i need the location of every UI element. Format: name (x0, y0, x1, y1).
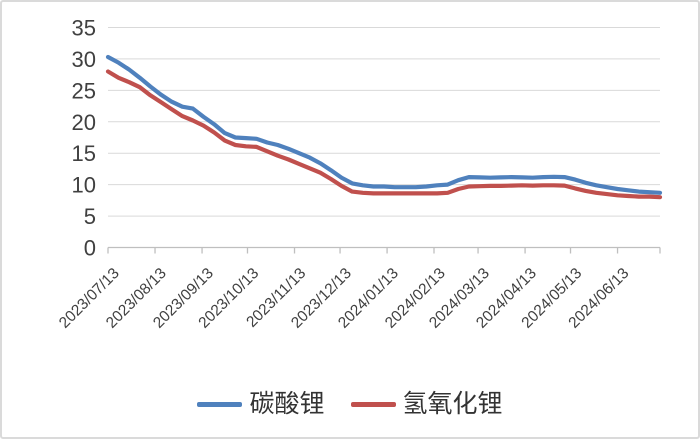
y-tick-label: 35 (72, 16, 96, 41)
legend-label-lithium-carbonate: 碳酸锂 (249, 391, 325, 418)
series-line-lithium-hydroxide (105, 69, 663, 200)
chart-legend: 碳酸锂 氢氧化锂 (2, 392, 698, 417)
legend-line-swatch-blue (197, 402, 243, 407)
y-tick-label: 10 (72, 173, 96, 198)
y-tick-label: 25 (72, 78, 96, 103)
legend-item-lithium-carbonate[interactable]: 碳酸锂 (197, 391, 325, 418)
y-tick-label: 5 (84, 204, 96, 229)
series-line-lithium-carbonate (105, 54, 663, 195)
legend-line-swatch-red (350, 402, 396, 407)
y-tick-label: 20 (72, 110, 96, 135)
legend-item-lithium-hydroxide[interactable]: 氢氧化锂 (350, 391, 503, 418)
legend-label-lithium-hydroxide: 氢氧化锂 (402, 391, 503, 418)
y-tick-label: 15 (72, 141, 96, 166)
y-tick-label: 30 (72, 47, 96, 72)
y-tick-label: 0 (84, 236, 96, 261)
